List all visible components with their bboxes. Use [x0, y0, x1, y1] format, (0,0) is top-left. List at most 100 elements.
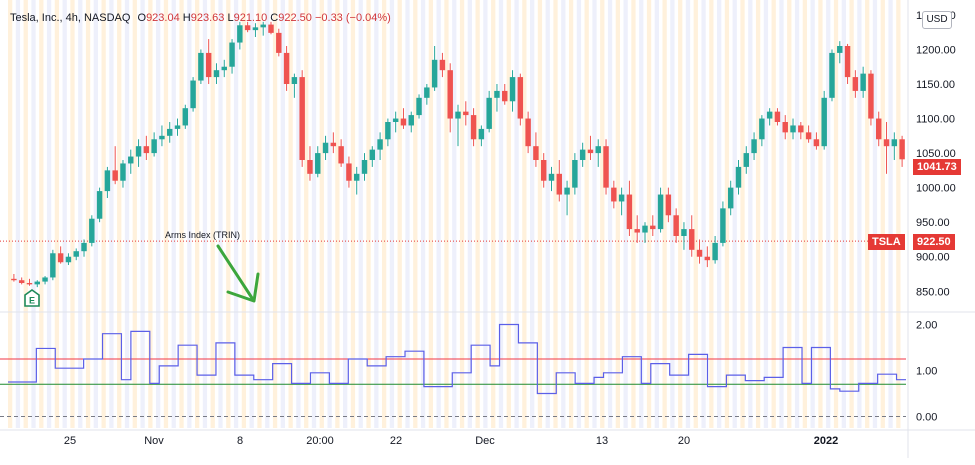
open-value: 923.04 [146, 12, 180, 24]
candle-body [42, 277, 48, 282]
session-band [732, 0, 737, 428]
candle-body [681, 229, 687, 236]
candle-body [159, 135, 165, 140]
candle-body [330, 142, 337, 147]
candle-body [392, 118, 399, 122]
candle-body [455, 111, 461, 119]
candle-body [463, 111, 469, 116]
session-band [646, 0, 652, 428]
candle-body [704, 256, 711, 261]
annotation-arrow [216, 244, 254, 300]
candle-body [198, 52, 204, 81]
symbol-legend[interactable]: Tesla, Inc., 4h, NASDAQ O923.04 H923.63 … [10, 11, 391, 25]
candle-body [486, 97, 492, 129]
session-band [132, 0, 137, 428]
candle-body [611, 187, 617, 202]
session-band [304, 0, 309, 428]
candle-body [89, 218, 95, 243]
session-band [787, 0, 792, 428]
time-tick-label: Dec [475, 435, 495, 447]
candle-body [774, 111, 781, 122]
candle-body [96, 191, 103, 219]
session-band [584, 0, 589, 428]
price-tick-label: 1200.00 [916, 44, 956, 56]
session-band [794, 0, 800, 428]
session-band [62, 0, 67, 428]
earnings-marker[interactable]: E [24, 289, 40, 307]
legend-title: Tesla, Inc., 4h, NASDAQ [10, 12, 131, 24]
session-band [148, 0, 153, 428]
candle-body [439, 59, 446, 71]
candle-body [369, 149, 376, 160]
time-tick-label: 13 [596, 435, 608, 447]
currency-button[interactable]: USD [922, 11, 952, 29]
candle-body [81, 242, 87, 252]
session-band [857, 0, 862, 428]
session-band [530, 0, 535, 428]
session-band [771, 0, 776, 428]
session-band [257, 0, 262, 428]
session-band [8, 0, 13, 428]
time-tick-label: 2022 [814, 435, 838, 447]
session-band [872, 0, 878, 428]
candle-body [50, 253, 56, 278]
candle-body [182, 108, 189, 126]
trin-annotation-label[interactable]: Arms Index (TRIN) [165, 230, 241, 240]
session-band [280, 0, 285, 428]
price-tick-label: 950.00 [916, 217, 950, 229]
session-band [436, 0, 441, 428]
candle-body [431, 59, 438, 88]
candle-body [174, 125, 181, 129]
candle-body [790, 125, 796, 133]
session-band [833, 0, 839, 428]
session-band [880, 0, 885, 428]
session-band [607, 0, 613, 428]
candle-body [766, 111, 773, 119]
current-price-tag: 922.50 [913, 234, 955, 250]
session-band [779, 0, 784, 428]
candle-body [805, 132, 812, 140]
candle-body [18, 280, 25, 283]
candle-body [844, 46, 851, 78]
session-band [802, 0, 807, 428]
time-tick-label: 25 [64, 435, 76, 447]
candle-body [821, 97, 827, 147]
trin-line [8, 323, 906, 395]
session-band [491, 0, 496, 428]
price-tick-label: 850.00 [916, 286, 950, 298]
candle-body [899, 139, 905, 160]
price-tick-label: 900.00 [916, 252, 950, 264]
session-band [670, 0, 675, 428]
session-band [124, 0, 130, 428]
price-tick-label: 1100.00 [916, 114, 955, 126]
candle-body [276, 32, 282, 53]
price-tick-label: 1000.00 [916, 183, 956, 195]
session-band [405, 0, 410, 428]
candle-body [213, 70, 220, 78]
candle-body [525, 118, 531, 147]
session-band [693, 0, 698, 428]
candle-body [727, 187, 734, 209]
candle-body [338, 146, 344, 164]
candle-body [221, 66, 227, 71]
session-band [397, 0, 402, 428]
session-band [46, 0, 52, 428]
session-band [15, 0, 21, 428]
session-band [343, 0, 348, 428]
candle-body [829, 52, 835, 98]
session-band [639, 0, 644, 428]
session-band [218, 0, 223, 428]
close-label: C [270, 12, 279, 24]
annotation-arrow-head [226, 272, 260, 303]
session-band [93, 0, 98, 428]
session-band [319, 0, 324, 428]
session-band [740, 0, 745, 428]
candle-body [868, 73, 874, 119]
session-band [374, 0, 379, 428]
low-value: 921.10 [233, 12, 268, 24]
session-band [171, 0, 176, 428]
candle-body [120, 163, 126, 181]
session-band [459, 0, 465, 428]
